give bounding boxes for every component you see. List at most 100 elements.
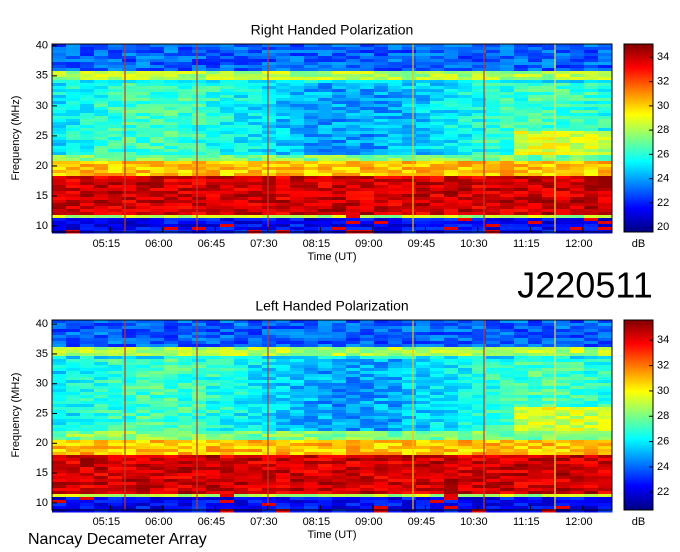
spectrogram-cell	[360, 161, 375, 165]
spectrogram-cell	[122, 206, 137, 210]
spectrogram-cell	[416, 200, 431, 204]
spectrogram-cell	[556, 446, 571, 450]
spectrogram-cell	[164, 83, 179, 87]
spectrogram-cell	[542, 368, 557, 372]
spectrogram-cell	[570, 437, 585, 441]
spectrogram-cell	[332, 437, 347, 441]
spectrogram-cell	[248, 443, 263, 447]
spectrogram-cell	[472, 416, 487, 420]
spectrogram-cell	[598, 119, 613, 123]
spectrogram-cell	[402, 185, 417, 189]
spectrogram-cell	[290, 374, 305, 378]
spectrogram-cell	[458, 173, 473, 177]
spectrogram-cell	[346, 116, 361, 120]
spectrogram-cell	[304, 497, 319, 501]
spectrogram-cell	[52, 461, 67, 465]
spectrogram-cell	[360, 62, 375, 66]
spectrogram-cell	[486, 83, 501, 87]
spectrogram-cell	[66, 380, 81, 384]
spectrogram-cell	[164, 371, 179, 375]
spectrogram-cell	[444, 89, 459, 93]
spectrogram-cell	[220, 206, 235, 210]
spectrogram-cell	[150, 353, 165, 357]
spectrogram-cell	[94, 362, 109, 366]
spectrogram-cell	[570, 224, 585, 228]
spectrogram-cell	[430, 440, 445, 444]
spectrogram-cell	[556, 410, 571, 414]
spectrogram-cell	[514, 125, 529, 129]
spectrogram-cell	[178, 371, 193, 375]
spectrogram-cell	[374, 338, 389, 342]
spectrogram-cell	[290, 215, 305, 219]
spectrogram-cell	[430, 371, 445, 375]
spectrogram-cell	[108, 362, 123, 366]
spectrogram-cell	[304, 392, 319, 396]
spectrogram-cell	[598, 410, 613, 414]
spectrogram-cell	[360, 335, 375, 339]
spectrogram-cell	[276, 95, 291, 99]
spectrogram-cell	[514, 74, 529, 78]
spectrogram-cell	[388, 389, 403, 393]
spectrogram-cell	[598, 380, 613, 384]
spectrogram-cell	[514, 413, 529, 417]
spectrogram-cell	[402, 194, 417, 198]
spectrogram-cell	[234, 89, 249, 93]
spectrogram-cell	[178, 428, 193, 432]
spectrogram-cell	[556, 377, 571, 381]
spectrogram-cell	[220, 374, 235, 378]
spectrogram-cell	[94, 392, 109, 396]
spectrogram-cell	[150, 407, 165, 411]
spectrogram-cell	[150, 395, 165, 399]
spectrogram-cell	[66, 443, 81, 447]
spectrogram-cell	[528, 398, 543, 402]
spectrogram-cell	[332, 95, 347, 99]
spectrogram-cell	[472, 320, 487, 324]
spectrogram-cell	[94, 356, 109, 360]
spectrogram-cell	[318, 122, 333, 126]
spectrogram-cell	[374, 86, 389, 90]
spectrogram-cell	[262, 89, 277, 93]
spectrogram-cell	[290, 380, 305, 384]
spectrogram-cell	[514, 62, 529, 66]
spectrogram-cell	[598, 122, 613, 126]
spectrogram-cell	[94, 143, 109, 147]
spectrogram-cell	[570, 65, 585, 69]
spectrogram-cell	[430, 191, 445, 195]
spectrogram-cell	[150, 329, 165, 333]
spectrogram-cell	[430, 404, 445, 408]
spectrogram-cell	[402, 464, 417, 468]
x-tick-label: 06:45	[198, 238, 226, 250]
spectrogram-cell	[570, 389, 585, 393]
spectrogram-cell	[108, 476, 123, 480]
spectrogram-cell	[108, 128, 123, 132]
spectrogram-cell	[234, 65, 249, 69]
spectrogram-cell	[598, 95, 613, 99]
spectrogram-cell	[598, 419, 613, 423]
spectrogram-cell	[122, 383, 137, 387]
spectrogram-cell	[598, 206, 613, 210]
spectrogram-cell	[150, 320, 165, 324]
spectrogram-cell	[458, 437, 473, 441]
spectrogram-cell	[542, 71, 557, 75]
spectrogram-cell	[402, 197, 417, 201]
spectrogram-cell	[164, 419, 179, 423]
spectrogram-cell	[94, 131, 109, 135]
spectrogram-cell	[304, 401, 319, 405]
spectrogram-cell	[192, 386, 207, 390]
spectrogram-cell	[346, 158, 361, 162]
spectrogram-cell	[80, 467, 95, 471]
spectrogram-cell	[458, 365, 473, 369]
spectrogram-cell	[360, 113, 375, 117]
spectrogram-cell	[346, 176, 361, 180]
spectrogram-cell	[346, 119, 361, 123]
spectrogram-cell	[472, 485, 487, 489]
spectrogram-cell	[150, 80, 165, 84]
spectrogram-cell	[66, 488, 81, 492]
spectrogram-cell	[374, 446, 389, 450]
spectrogram-cell	[528, 392, 543, 396]
colorbar-tick-label: 30	[657, 100, 669, 112]
spectrogram-cell	[276, 71, 291, 75]
spectrogram-cell	[458, 149, 473, 153]
spectrogram-cell	[472, 176, 487, 180]
spectrogram-cell	[234, 485, 249, 489]
